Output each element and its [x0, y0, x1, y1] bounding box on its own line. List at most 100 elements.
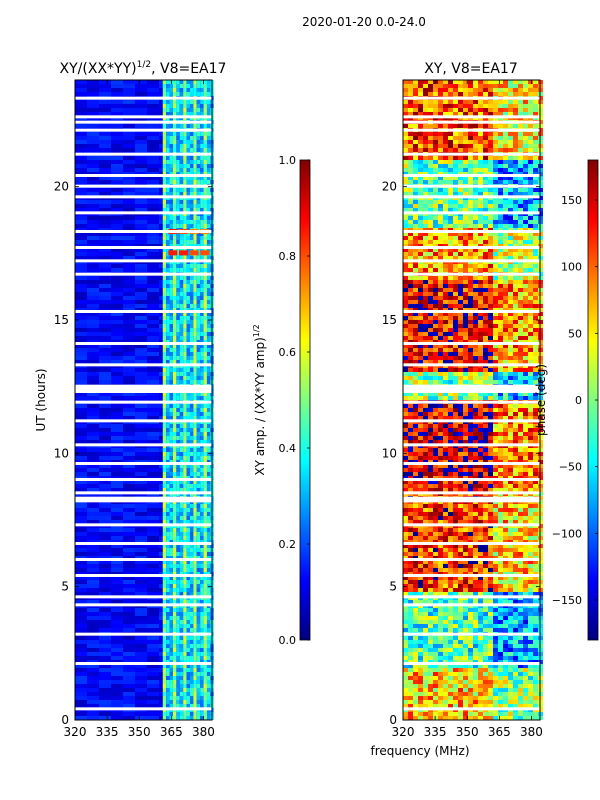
amplitude-band-cell: [186, 256, 190, 260]
amplitude-band-cell: [176, 608, 180, 612]
amplitude-cell: [75, 712, 87, 716]
amplitude-band-cell: [162, 188, 167, 192]
phase-cell: [468, 220, 473, 224]
amplitude-band-cell: [166, 692, 170, 696]
phase-cell: [403, 216, 408, 220]
amplitude-cell: [123, 592, 135, 596]
amplitude-cell: [75, 416, 87, 420]
amplitude-band-cell: [189, 224, 194, 228]
y-tick-label: 5: [61, 580, 69, 594]
amplitude-band-cell: [176, 536, 180, 540]
amplitude-band-cell: [169, 684, 173, 688]
amplitude-cell: [75, 600, 87, 604]
phase-cell: [488, 88, 493, 92]
amplitude-band-cell: [179, 288, 184, 292]
amplitude-cell: [99, 324, 111, 328]
amplitude-band-cell: [203, 284, 207, 288]
amplitude-cell: [87, 456, 99, 460]
amplitude-cell: [123, 136, 135, 140]
phase-cell: [408, 192, 413, 196]
amplitude-cell: [99, 616, 111, 620]
phase-cell: [513, 164, 518, 168]
amplitude-cell: [147, 672, 159, 676]
phase-cell: [413, 232, 418, 236]
amplitude-cell: [99, 560, 111, 564]
amplitude-cell: [111, 428, 123, 432]
amplitude-band-cell: [189, 216, 194, 220]
phase-cell: [513, 84, 518, 88]
phase-cell: [408, 252, 413, 256]
amplitude-band-cell: [179, 452, 184, 456]
amplitude-cell: [75, 700, 87, 704]
amplitude-cell: [87, 352, 99, 356]
amplitude-band-cell: [193, 468, 197, 472]
amplitude-band-cell: [203, 236, 207, 240]
amplitude-band-cell: [166, 124, 170, 128]
amplitude-band-cell: [166, 528, 170, 532]
amplitude-cell: [111, 148, 123, 152]
phase-cell: [403, 88, 408, 92]
amplitude-band-cell: [200, 656, 204, 660]
phase-cell: [408, 140, 413, 144]
amplitude-band-cell: [193, 108, 197, 112]
amplitude-band-cell: [193, 712, 197, 716]
amplitude-band-cell: [166, 704, 170, 708]
amplitude-band-cell: [162, 336, 167, 340]
phase-cell: [443, 236, 448, 240]
amplitude-band-cell: [200, 200, 204, 204]
amplitude-band-cell: [189, 276, 194, 280]
phase-cell: [408, 164, 413, 168]
amplitude-band-cell: [200, 548, 204, 552]
amplitude-cell: [87, 84, 99, 88]
amplitude-band-cell: [176, 508, 180, 512]
amplitude-cell: [123, 512, 135, 516]
phase-cell: [473, 224, 478, 228]
amplitude-band-cell: [162, 608, 167, 612]
amplitude-band-cell: [169, 636, 173, 640]
phase-cell: [408, 180, 413, 184]
amplitude-band-cell: [189, 644, 194, 648]
amplitude-band-cell: [203, 224, 207, 228]
phase-cell: [508, 140, 513, 144]
amplitude-band-cell: [176, 396, 180, 400]
phase-cell: [473, 132, 478, 136]
amplitude-band-cell: [172, 256, 177, 260]
phase-cell: [403, 100, 408, 104]
amplitude-band-cell: [193, 692, 197, 696]
phase-cell: [528, 164, 533, 168]
amplitude-band-cell: [172, 104, 177, 108]
phase-cell: [468, 216, 473, 220]
amplitude-cell: [87, 372, 99, 376]
amplitude-cell: [111, 712, 123, 716]
phase-cell: [403, 176, 408, 180]
phase-cell: [458, 148, 463, 152]
phase-cell: [468, 236, 473, 240]
amplitude-cell: [135, 416, 147, 420]
amplitude-cell: [99, 620, 111, 624]
amplitude-band-cell: [189, 648, 194, 652]
amplitude-band-cell: [172, 328, 177, 332]
amplitude-band-cell: [169, 612, 173, 616]
amplitude-band-cell: [186, 396, 190, 400]
amplitude-band-cell: [183, 656, 187, 660]
amplitude-band-cell: [176, 716, 180, 720]
amplitude-cell: [111, 436, 123, 440]
phase-cell: [503, 104, 508, 108]
phase-cell: [438, 112, 443, 116]
amplitude-band-cell: [179, 712, 184, 716]
phase-cell: [508, 164, 513, 168]
phase-cell: [488, 108, 493, 112]
amplitude-band-cell: [179, 320, 184, 324]
phase-cell: [418, 176, 423, 180]
phase-cell: [533, 84, 538, 88]
phase-cell: [463, 232, 468, 236]
phase-cell: [508, 224, 513, 228]
amplitude-cell: [75, 664, 87, 668]
phase-cell: [468, 100, 473, 104]
amplitude-cell: [99, 624, 111, 628]
amplitude-band-cell: [176, 188, 180, 192]
flagged-row: [75, 184, 212, 188]
amplitude-band-cell: [183, 528, 187, 532]
amplitude-band-cell: [162, 656, 167, 660]
flagged-row: [75, 195, 212, 199]
